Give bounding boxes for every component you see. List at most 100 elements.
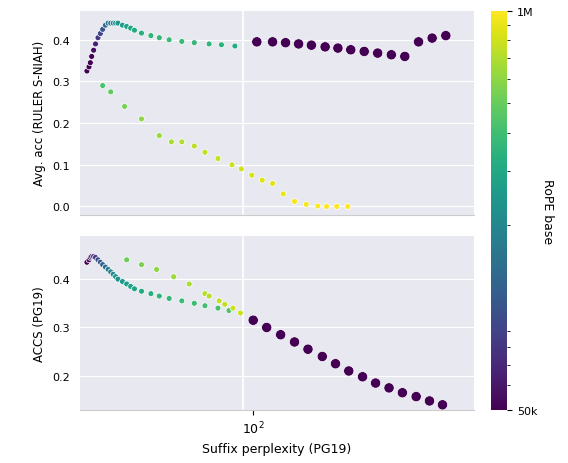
Point (438, 401, 447, 409)
Point (332, 203, 341, 211)
Point (290, 198, 299, 206)
Point (167, 139, 176, 146)
Point (118, 22, 127, 30)
Point (236, 310, 245, 317)
Point (343, 203, 352, 211)
Y-axis label: Avg. acc (RULER S-NIAH): Avg. acc (RULER S-NIAH) (34, 41, 47, 186)
Point (165, 295, 174, 302)
Point (96, 259, 105, 266)
Point (101, 264, 110, 271)
Point (82, 68, 91, 75)
Point (106, 20, 115, 28)
Point (126, 283, 135, 290)
Point (201, 290, 210, 298)
Point (231, 43, 240, 50)
Point (106, 89, 115, 96)
Point (169, 274, 178, 281)
Point (237, 166, 246, 173)
Point (400, 54, 410, 61)
Point (204, 293, 214, 300)
Point (201, 302, 210, 310)
Point (252, 39, 261, 46)
Point (428, 35, 437, 43)
Point (122, 281, 131, 288)
Point (398, 389, 407, 397)
Point (152, 266, 161, 274)
Point (126, 25, 135, 33)
Point (247, 172, 256, 180)
Point (122, 24, 131, 31)
Point (86, 60, 95, 67)
Point (106, 269, 115, 276)
Point (103, 266, 112, 274)
Point (177, 298, 186, 305)
Point (268, 181, 277, 188)
Point (137, 261, 146, 269)
Point (201, 149, 210, 156)
Point (118, 278, 127, 286)
Point (281, 40, 290, 47)
Point (294, 41, 303, 49)
Point (147, 290, 156, 298)
Point (137, 30, 146, 38)
Point (344, 368, 353, 375)
Point (385, 384, 394, 392)
Point (302, 201, 311, 209)
Point (214, 305, 223, 312)
Point (262, 324, 271, 332)
Point (215, 298, 224, 305)
Point (185, 281, 194, 288)
Point (108, 271, 118, 278)
Point (331, 360, 340, 368)
Point (387, 52, 396, 59)
Point (93, 257, 102, 264)
Point (87, 253, 96, 261)
Point (425, 397, 434, 405)
Point (108, 20, 118, 28)
Point (147, 33, 156, 40)
Point (371, 380, 380, 387)
Point (165, 37, 174, 44)
Point (98, 26, 107, 34)
Point (120, 104, 129, 111)
Point (204, 41, 214, 49)
Point (111, 20, 120, 28)
Point (101, 22, 110, 30)
Point (227, 162, 236, 169)
Point (268, 39, 277, 46)
Point (93, 35, 102, 42)
Point (228, 305, 237, 312)
Point (358, 373, 367, 381)
Point (91, 254, 100, 262)
Point (190, 40, 199, 47)
Point (137, 288, 146, 295)
Point (224, 307, 233, 314)
X-axis label: Suffix perplexity (PG19): Suffix perplexity (PG19) (202, 442, 352, 455)
Point (322, 203, 331, 211)
Point (111, 274, 120, 281)
Point (89, 47, 98, 55)
Point (249, 317, 258, 324)
Point (318, 353, 327, 360)
Y-axis label: ACCS (PG19): ACCS (PG19) (34, 285, 47, 361)
Point (98, 83, 107, 90)
Point (190, 143, 199, 150)
Point (130, 286, 139, 293)
Point (114, 276, 123, 283)
Point (87, 54, 96, 61)
Point (122, 257, 131, 264)
Point (103, 20, 112, 28)
Point (307, 43, 316, 50)
Point (177, 139, 186, 146)
Point (360, 49, 369, 56)
Point (85, 64, 94, 71)
Y-axis label: RoPE base: RoPE base (541, 178, 554, 243)
Point (346, 47, 356, 54)
Point (217, 42, 226, 50)
Point (154, 293, 164, 300)
Point (86, 254, 95, 262)
Point (190, 300, 199, 307)
Point (303, 346, 312, 353)
Point (276, 332, 285, 339)
Point (333, 45, 343, 53)
